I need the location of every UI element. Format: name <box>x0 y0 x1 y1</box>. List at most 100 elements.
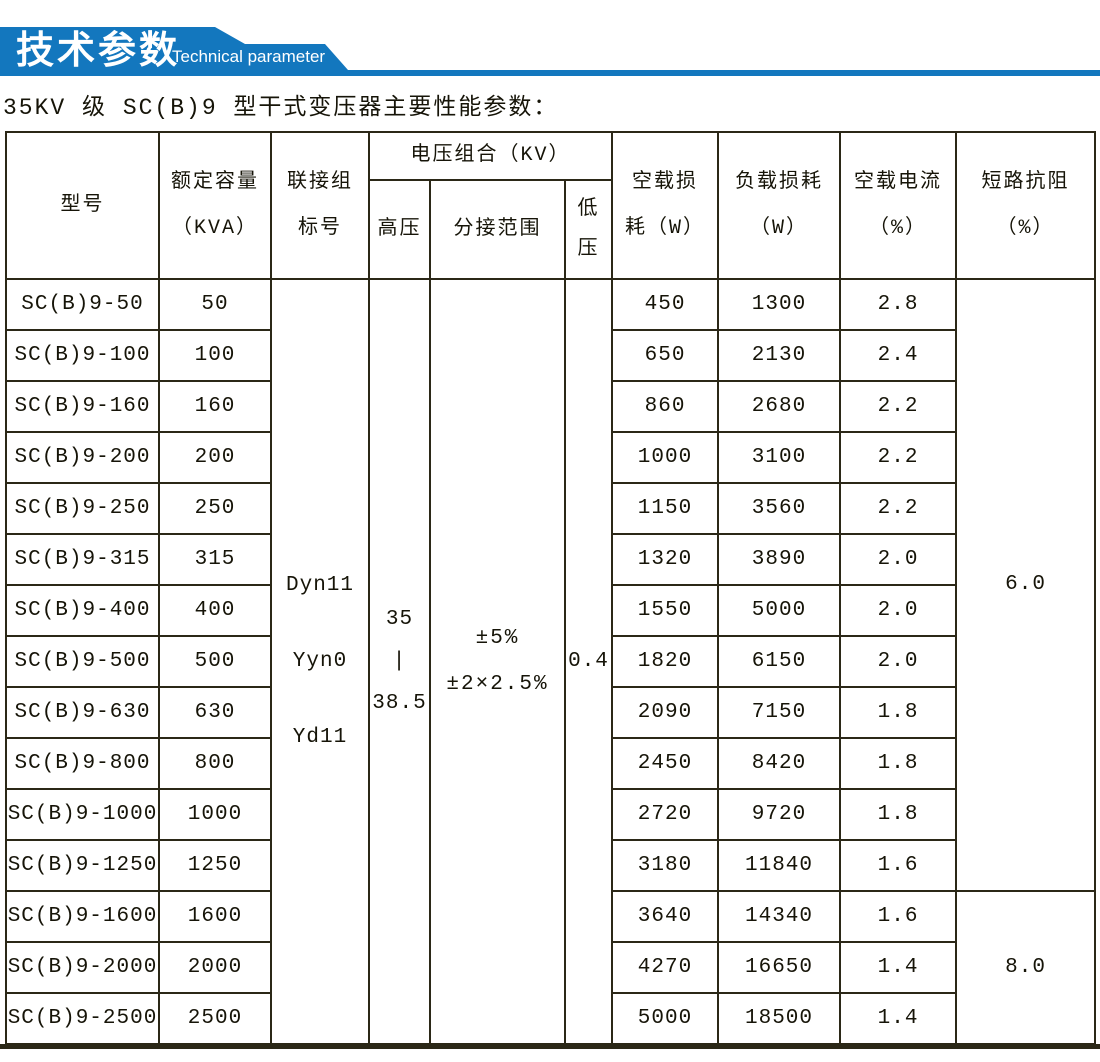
cell-model: SC(B)9-100 <box>5 329 160 382</box>
cell-no-load-current: 2.0 <box>839 584 958 637</box>
cell-no-load-loss: 3640 <box>611 890 720 943</box>
banner-shape: 技术参数 Technical parameter <box>0 27 348 76</box>
hv-value: 35 <box>385 607 414 631</box>
impedance-header-line2: （%） <box>996 216 1055 240</box>
cell-no-load-loss: 2450 <box>611 737 720 790</box>
table-row: SC(B)9-100 100 650 2130 2.4 <box>5 329 1095 382</box>
cell-kva: 315 <box>158 533 272 586</box>
cell-kva: 630 <box>158 686 272 739</box>
cell-no-load-loss: 4270 <box>611 941 720 994</box>
hv-value: 38.5 <box>372 691 427 715</box>
col-header-model: 型号 <box>5 131 160 280</box>
col-header-no-load-current: 空载电流 （%） <box>839 131 958 280</box>
cell-load-loss: 11840 <box>717 839 842 892</box>
no-load-current-header-line2: （%） <box>869 216 928 240</box>
cell-kva: 250 <box>158 482 272 535</box>
cell-impedance-6: 6.0 <box>955 278 1097 892</box>
table-row: SC(B)9-1600 1600 3640 14340 1.6 8.0 <box>5 890 1097 1045</box>
no-load-current-header-line1: 空载电流 <box>854 170 943 194</box>
cell-no-load-current: 1.8 <box>839 686 958 739</box>
hv-separator: | <box>392 649 407 673</box>
table-row: SC(B)9-1250 1250 3180 11840 1.6 <box>5 839 1095 892</box>
cell-model: SC(B)9-2500 <box>5 992 160 1045</box>
cell-no-load-loss: 2090 <box>611 686 720 739</box>
banner-strip <box>330 70 1100 76</box>
cell-no-load-loss: 1320 <box>611 533 720 586</box>
col-header-lv: 低 压 <box>563 179 614 280</box>
banner-title-cn: 技术参数 <box>16 30 181 72</box>
table-row: SC(B)9-630 630 2090 7150 1.8 <box>5 686 1095 739</box>
cell-no-load-current: 1.8 <box>839 737 958 790</box>
cell-no-load-current: 2.8 <box>839 278 958 331</box>
col-header-connection: 联接组 标号 <box>270 131 370 280</box>
cell-kva: 1600 <box>158 890 272 943</box>
cell-model: SC(B)9-2000 <box>5 941 160 994</box>
cell-no-load-current: 1.6 <box>839 839 958 892</box>
cell-kva: 160 <box>158 380 272 433</box>
load-loss-header-line2: （W） <box>750 216 809 240</box>
cell-no-load-current: 2.2 <box>839 431 958 484</box>
cell-load-loss: 18500 <box>717 992 842 1045</box>
cell-no-load-current: 2.2 <box>839 482 958 535</box>
col-header-hv: 高压 <box>368 179 431 280</box>
cell-load-loss: 2130 <box>717 329 842 382</box>
cell-load-loss: 2680 <box>717 380 842 433</box>
col-header-capacity: 额定容量 （KVA） <box>158 131 272 280</box>
col-header-tap-range: 分接范围 <box>429 179 566 280</box>
col-header-impedance: 短路抗阻 （%） <box>955 131 1097 280</box>
cell-kva: 2500 <box>158 992 272 1045</box>
cell-kva: 1250 <box>158 839 272 892</box>
cell-load-loss: 3560 <box>717 482 842 535</box>
cell-no-load-current: 1.4 <box>839 941 958 994</box>
cell-load-loss: 1300 <box>717 278 842 331</box>
cell-no-load-current: 2.2 <box>839 380 958 433</box>
no-load-loss-header-line1: 空载损 <box>632 170 699 194</box>
connection-group: Yyn0 <box>292 649 348 673</box>
cell-model: SC(B)9-1600 <box>5 890 160 943</box>
cell-kva: 400 <box>158 584 272 637</box>
table-row: SC(B)9-160 160 860 2680 2.2 <box>5 380 1095 433</box>
table-row: SC(B)9-2500 2500 5000 18500 1.4 <box>5 992 1095 1045</box>
lv-header-line2: 压 <box>577 237 600 261</box>
tap-range-line1: ±5% <box>475 626 520 650</box>
bottom-rule <box>0 1044 1100 1049</box>
cell-model: SC(B)9-250 <box>5 482 160 535</box>
cell-kva: 800 <box>158 737 272 790</box>
cell-kva: 500 <box>158 635 272 688</box>
cell-no-load-loss: 450 <box>611 278 720 331</box>
cell-load-loss: 3890 <box>717 533 842 586</box>
cell-no-load-current: 1.8 <box>839 788 958 841</box>
cell-no-load-current: 2.0 <box>839 533 958 586</box>
connection-group: Dyn11 <box>285 573 354 597</box>
col-header-voltage-group: 电压组合（KV） <box>367 131 614 181</box>
cell-load-loss: 6150 <box>717 635 842 688</box>
cell-tap-range: ±5% ±2×2.5% <box>429 278 566 1045</box>
cell-kva: 2000 <box>158 941 272 994</box>
cell-no-load-loss: 5000 <box>611 992 720 1045</box>
load-loss-header-line1: 负载损耗 <box>735 170 824 194</box>
table-row: SC(B)9-315 315 1320 3890 2.0 <box>5 533 1095 586</box>
cell-impedance-8: 8.0 <box>955 890 1097 1045</box>
cell-load-loss: 14340 <box>717 890 842 943</box>
table-row: SC(B)9-250 250 1150 3560 2.2 <box>5 482 1095 535</box>
cell-model: SC(B)9-1250 <box>5 839 160 892</box>
cell-model: SC(B)9-1000 <box>5 788 160 841</box>
table-row: SC(B)9-50 50 Dyn11 Yyn0 Yd11 35 | 38.5 ±… <box>5 278 1097 1045</box>
no-load-loss-header-line2: 耗（W） <box>625 216 706 240</box>
tap-range-line2: ±2×2.5% <box>446 672 549 696</box>
cell-model: SC(B)9-400 <box>5 584 160 637</box>
cell-model: SC(B)9-200 <box>5 431 160 484</box>
cell-kva: 200 <box>158 431 272 484</box>
table-row: SC(B)9-500 500 1820 6150 2.0 <box>5 635 1095 688</box>
cell-load-loss: 7150 <box>717 686 842 739</box>
cell-no-load-loss: 860 <box>611 380 720 433</box>
banner-title-en: Technical parameter <box>172 47 326 66</box>
cell-load-loss: 3100 <box>717 431 842 484</box>
cell-no-load-current: 2.4 <box>839 329 958 382</box>
cell-load-loss: 9720 <box>717 788 842 841</box>
cell-load-loss: 16650 <box>717 941 842 994</box>
cell-kva: 50 <box>158 278 272 331</box>
page-title: 35KV 级 SC(B)9 型干式变压器主要性能参数： <box>3 95 559 121</box>
technical-parameter-banner: 技术参数 Technical parameter <box>0 0 1100 80</box>
col-header-load-loss: 负载损耗 （W） <box>717 131 842 280</box>
